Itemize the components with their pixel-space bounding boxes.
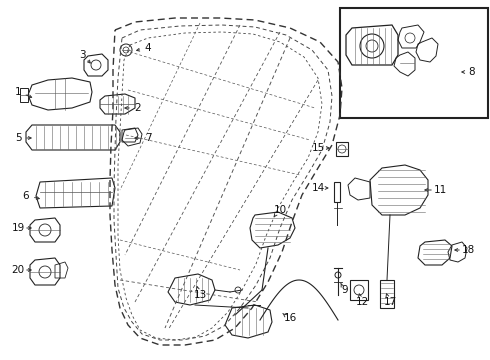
Text: 11: 11 [433,185,446,195]
Text: 9: 9 [342,285,348,295]
Bar [380,280,394,308]
Text: 3: 3 [79,50,85,60]
Text: 8: 8 [469,67,475,77]
Bar [334,182,340,202]
Bar [336,142,348,156]
Text: 13: 13 [194,290,207,300]
Text: 15: 15 [311,143,325,153]
Text: 12: 12 [355,297,368,307]
Text: 19: 19 [11,223,24,233]
Text: 14: 14 [311,183,325,193]
Text: 7: 7 [145,133,151,143]
Bar [350,280,368,300]
Text: 5: 5 [15,133,21,143]
Text: 1: 1 [15,87,21,97]
Text: 6: 6 [23,191,29,201]
Bar [340,8,488,118]
Text: 16: 16 [283,313,296,323]
Text: 17: 17 [383,297,396,307]
Text: 20: 20 [11,265,24,275]
Text: 4: 4 [145,43,151,53]
Text: 2: 2 [135,103,141,113]
Text: 10: 10 [273,205,287,215]
Text: 18: 18 [462,245,475,255]
